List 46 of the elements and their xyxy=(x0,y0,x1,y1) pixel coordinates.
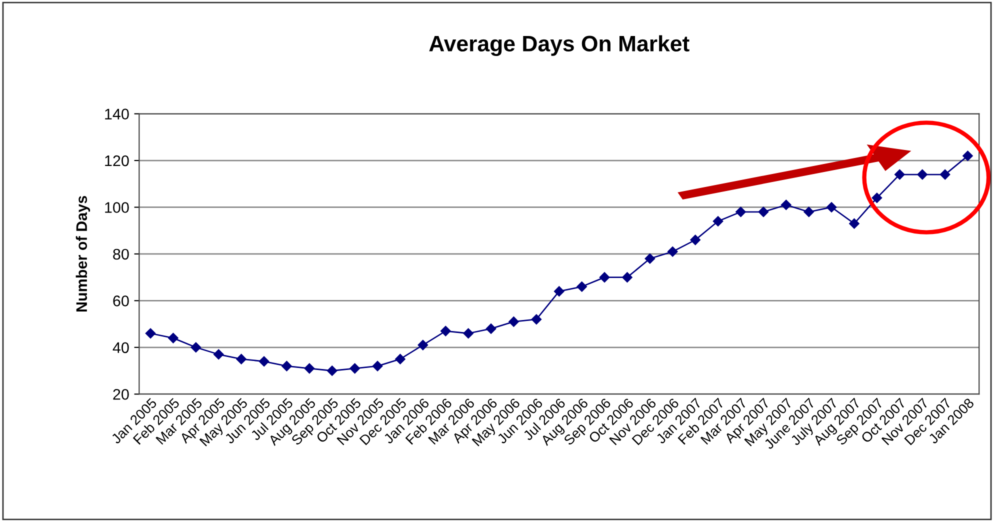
point xyxy=(282,360,292,372)
point xyxy=(372,360,383,372)
y-tick-label: 100 xyxy=(105,202,129,213)
point xyxy=(690,234,700,246)
point xyxy=(145,328,156,338)
point xyxy=(712,216,724,226)
point xyxy=(395,354,406,364)
point xyxy=(576,282,587,292)
point xyxy=(758,206,769,218)
point xyxy=(554,286,564,296)
point xyxy=(781,200,792,210)
point xyxy=(736,206,746,218)
point xyxy=(327,366,338,376)
point xyxy=(258,356,270,367)
y-axis-title: Number of Days xyxy=(76,196,90,312)
point xyxy=(622,272,632,282)
point xyxy=(917,169,928,180)
point xyxy=(236,354,246,364)
point xyxy=(463,328,474,338)
point xyxy=(668,246,678,257)
point xyxy=(894,169,905,180)
point xyxy=(826,202,837,212)
point xyxy=(872,192,882,204)
point xyxy=(440,326,451,336)
y-tick-label: 20 xyxy=(113,388,129,400)
point xyxy=(350,363,360,374)
y-tick-label: 120 xyxy=(105,155,129,166)
y-tick-label: 140 xyxy=(105,108,129,120)
point xyxy=(804,206,814,218)
point xyxy=(940,169,950,180)
point xyxy=(304,363,315,374)
point xyxy=(168,332,178,344)
point xyxy=(418,340,428,350)
y-tick-label: 80 xyxy=(113,248,129,260)
point xyxy=(486,324,496,334)
chart-title: Average Days On Market xyxy=(429,35,690,56)
point xyxy=(962,150,973,161)
point xyxy=(214,349,224,360)
point xyxy=(508,316,519,327)
point xyxy=(599,272,610,282)
point xyxy=(190,342,202,353)
point xyxy=(849,218,860,229)
y-tick-label: 40 xyxy=(112,342,129,354)
point xyxy=(644,254,656,264)
y-tick-label: 60 xyxy=(113,296,129,306)
point xyxy=(531,314,542,324)
